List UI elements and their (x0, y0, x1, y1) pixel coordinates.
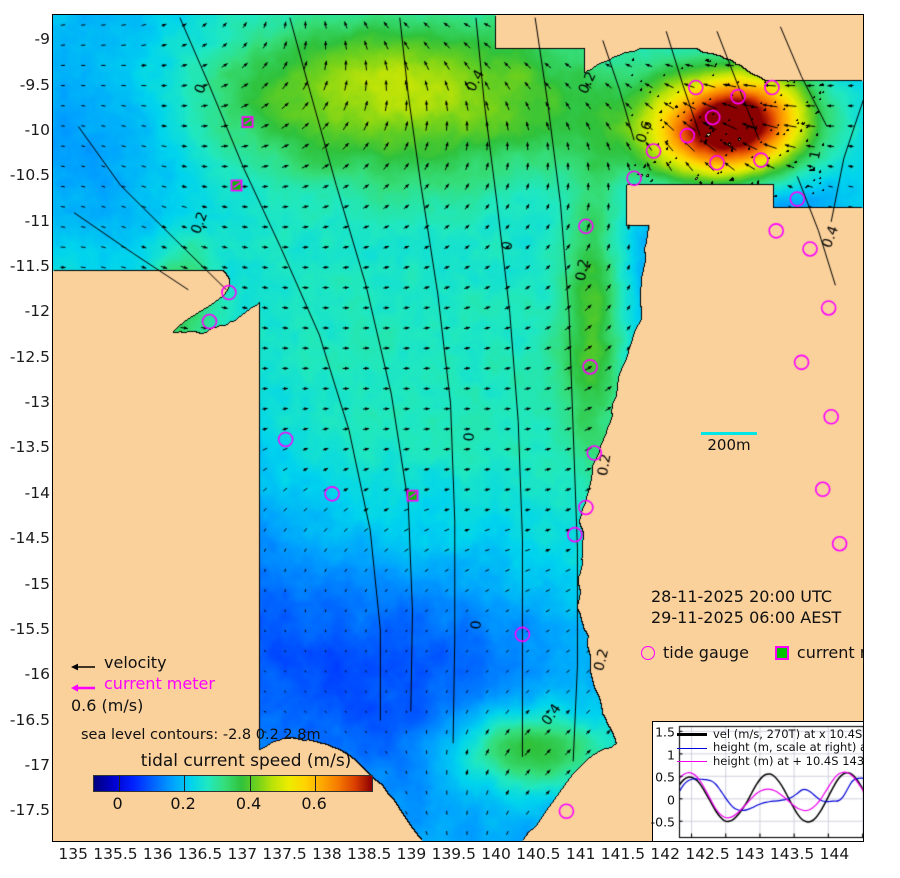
velocity-scale-label: 0.6 (m/s) (71, 696, 144, 715)
colorbar-tick-labels: 0 0.2 0.4 0.6 (93, 792, 373, 814)
colorbar-tick (249, 775, 251, 792)
timeseries-inset-chart[interactable]: vel (m/s, 270T) at x 10.4S 142.3E height… (650, 721, 864, 841)
inset-y-tick-left: 1 (667, 747, 675, 763)
current-meter-legend-label: current meter (104, 674, 215, 693)
map-field-canvas (53, 15, 863, 841)
height-magenta-series-label: height (m) at + 10.4S 143.1E (713, 753, 864, 768)
y-axis-tick: -11 (24, 211, 50, 230)
y-axis-tick: -11.5 (9, 257, 50, 276)
current-meter-arrow-icon (71, 678, 97, 692)
x-axis-tick: 143.5 (769, 845, 815, 863)
y-axis-tick: -16 (24, 665, 50, 684)
x-axis-tick: 144 (819, 845, 850, 863)
x-axis-tick: 139 (396, 845, 427, 863)
colorbar-tick (184, 775, 186, 792)
colorbar-tick-label: 0 (112, 794, 123, 813)
inset-x-tick: 12 (820, 840, 836, 841)
timeseries-legend: vel (m/s, 270T) at x 10.4S 142.3E height… (677, 727, 864, 768)
x-axis-tick: 140.5 (516, 845, 561, 863)
contour-note: sea level contours: -2.8 0.2 2.8m (81, 727, 321, 743)
current-meter-label: current meter (796, 643, 863, 662)
current-meter-legend-row: current meter (71, 673, 215, 694)
velocity-legend: velocity current meter 0.6 (m/s) (71, 652, 215, 716)
y-axis-tick: -12.5 (9, 347, 50, 366)
x-axis-tick: 142.5 (685, 845, 730, 863)
x-axis-tick: 137 (227, 845, 258, 863)
inset-x-tick: 18 (855, 840, 863, 841)
inset-y-tick-left: 0.5 (655, 769, 675, 785)
y-axis-tick: -9.5 (19, 75, 50, 94)
x-axis-tick: 136.5 (177, 845, 223, 863)
colorbar: tidal current speed (m/s) 0 0.2 0.4 0.6 (71, 751, 421, 814)
y-axis-tick: -17.5 (9, 801, 50, 820)
scale-bar-label: 200m (707, 436, 751, 454)
datetime-block: 28-11-2025 20:00 UTC 29-11-2025 06:00 AE… (651, 586, 841, 628)
map-panel[interactable]: 200m 28-11-2025 20:00 UTC 29-11-2025 06:… (52, 14, 864, 842)
y-axis-tick: -14 (24, 483, 50, 502)
y-axis-tick: -17 (24, 755, 50, 774)
scale-bar-line (701, 432, 757, 435)
colorbar-tick-label: 0.6 (301, 794, 327, 813)
y-axis: -9 -9.5 -10 -10.5 -11 -11.5 -12 -12.5 -13 -13.5 -1… (0, 0, 50, 878)
x-axis-tick: 137.5 (262, 845, 307, 863)
y-axis-tick: -14.5 (9, 529, 50, 548)
legend-row-height-magenta: height (m) at + 10.4S 143.1E (677, 753, 864, 768)
x-axis: 135 135.5 136 136.5 137 137.5 138 138.5 139 139.5… (0, 843, 900, 878)
colorbar-tick (315, 775, 317, 792)
x-axis-tick: 139.5 (431, 845, 476, 863)
x-axis-tick: 138 (312, 845, 342, 863)
timeseries-canvas (653, 722, 863, 841)
x-axis-tick: 141.5 (600, 845, 646, 863)
colorbar-tick-label: 0.2 (170, 794, 196, 813)
y-axis-tick: -12 (24, 302, 50, 321)
y-axis-tick: -16.5 (9, 710, 50, 729)
y-axis-tick: -15 (24, 574, 50, 593)
scale-bar: 200m (689, 432, 769, 454)
x-axis-tick: 140 (481, 845, 511, 863)
height-blue-series-label: height (m, scale at right) at x (713, 740, 863, 755)
datetime-utc: 28-11-2025 20:00 UTC (651, 587, 832, 606)
station-legend: tide gauge current meter (641, 643, 863, 662)
x-axis-tick: 138.5 (347, 845, 392, 863)
y-axis-tick: -13 (24, 393, 50, 412)
tide-gauge-label: tide gauge (663, 643, 749, 662)
legend-row-velocity: vel (m/s, 270T) at x 10.4S 142.3E (677, 727, 863, 741)
tide-gauge-icon (641, 645, 655, 660)
height-blue-series-swatch (677, 747, 707, 749)
y-axis-tick: -9 (34, 30, 50, 49)
inset-y-tick-left: -0.5 (650, 814, 675, 830)
inset-x-tick: -6 (720, 840, 732, 841)
velocity-series-label: vel (m/s, 270T) at x 10.4S 142.3E (713, 727, 863, 741)
velocity-series-swatch (677, 733, 707, 737)
x-axis-tick: 142 (650, 845, 681, 863)
datetime-local: 29-11-2025 06:00 AEST (651, 608, 842, 627)
colorbar-title: tidal current speed (m/s) (140, 751, 352, 771)
legend-row-height-blue: height (m, scale at right) at x (677, 740, 863, 755)
colorbar-tick-label: 0.4 (235, 794, 262, 813)
x-axis-tick: 141 (565, 845, 596, 863)
colorbar-tick (118, 775, 120, 792)
x-axis-tick: 135.5 (93, 845, 138, 863)
velocity-legend-label: velocity (104, 653, 167, 672)
x-axis-tick: 135 (58, 845, 88, 863)
inset-y-tick-left: 0 (667, 792, 675, 808)
y-axis-tick: -15.5 (9, 619, 50, 638)
y-axis-tick: -10.5 (9, 166, 50, 185)
x-axis-tick: 143 (735, 845, 765, 863)
y-axis-tick: -10 (24, 121, 50, 140)
x-axis-tick: 136 (142, 845, 173, 863)
velocity-arrow-icon (71, 657, 97, 670)
inset-y-tick-left: 1.5 (655, 724, 675, 740)
height-magenta-series-swatch (677, 761, 707, 763)
inset-x-tick: 6 (790, 840, 798, 841)
inset-x-tick: -12 (681, 840, 701, 841)
current-meter-icon (774, 645, 789, 660)
y-axis-tick: -13.5 (9, 438, 50, 457)
colorbar-gradient (93, 775, 373, 792)
inset-x-tick: 0 (756, 840, 764, 841)
velocity-legend-row: velocity (71, 652, 215, 673)
